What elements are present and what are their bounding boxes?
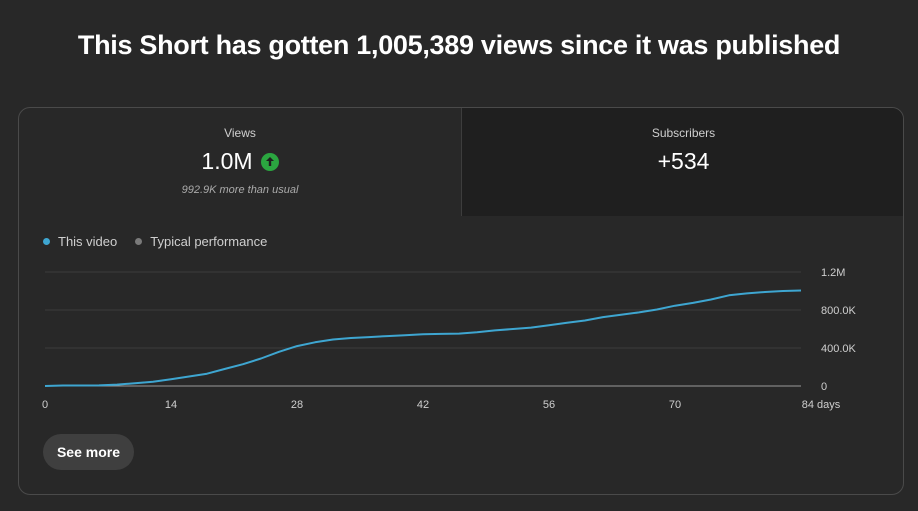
see-more-button[interactable]: See more — [43, 434, 134, 470]
page-headline: This Short has gotten 1,005,389 views si… — [77, 30, 841, 60]
y-tick-label: 0 — [821, 381, 827, 393]
y-tick-label: 400.0K — [821, 343, 857, 355]
analytics-card: Views 1.0M 992.9K more than usual Subscr… — [18, 107, 904, 495]
x-tick-label: 70 — [669, 399, 681, 411]
views-line-chart[interactable]: 0 400.0K 800.0K 1.2M 0 14 28 42 56 70 84 days — [19, 258, 904, 418]
views-label: Views — [224, 126, 256, 140]
subscribers-value-row: +534 — [462, 148, 903, 175]
y-tick-label: 1.2M — [821, 267, 845, 279]
series-line-this-video — [44, 289, 802, 387]
chart-legend: This video Typical performance — [43, 234, 267, 249]
legend-typical-performance[interactable]: Typical performance — [135, 234, 267, 249]
tab-views[interactable]: Views 1.0M 992.9K more than usual — [19, 108, 462, 216]
arrow-up-circle-icon — [260, 152, 279, 171]
views-comparison-note: 992.9K more than usual — [181, 184, 299, 196]
legend-this-video-label: This video — [58, 234, 118, 249]
x-tick-label: 56 — [543, 399, 555, 411]
x-tick-label: 14 — [165, 399, 177, 411]
typical-performance-dot-icon — [135, 238, 143, 245]
views-value: 1.0M — [201, 148, 253, 174]
legend-this-video[interactable]: This video — [43, 234, 117, 249]
this-video-dot-icon — [43, 238, 50, 245]
tab-subscribers[interactable]: Subscribers +534 — [462, 108, 903, 216]
x-tick-label: 0 — [42, 399, 48, 411]
x-tick-label: 84 days — [802, 399, 841, 411]
x-tick-label: 28 — [291, 399, 303, 411]
subscribers-label: Subscribers — [651, 126, 716, 140]
y-tick-label: 800.0K — [821, 305, 857, 317]
subscribers-value: +534 — [657, 148, 710, 174]
views-value-row: 1.0M — [19, 148, 461, 175]
legend-typical-performance-label: Typical performance — [150, 234, 268, 249]
x-tick-label: 42 — [417, 399, 429, 411]
